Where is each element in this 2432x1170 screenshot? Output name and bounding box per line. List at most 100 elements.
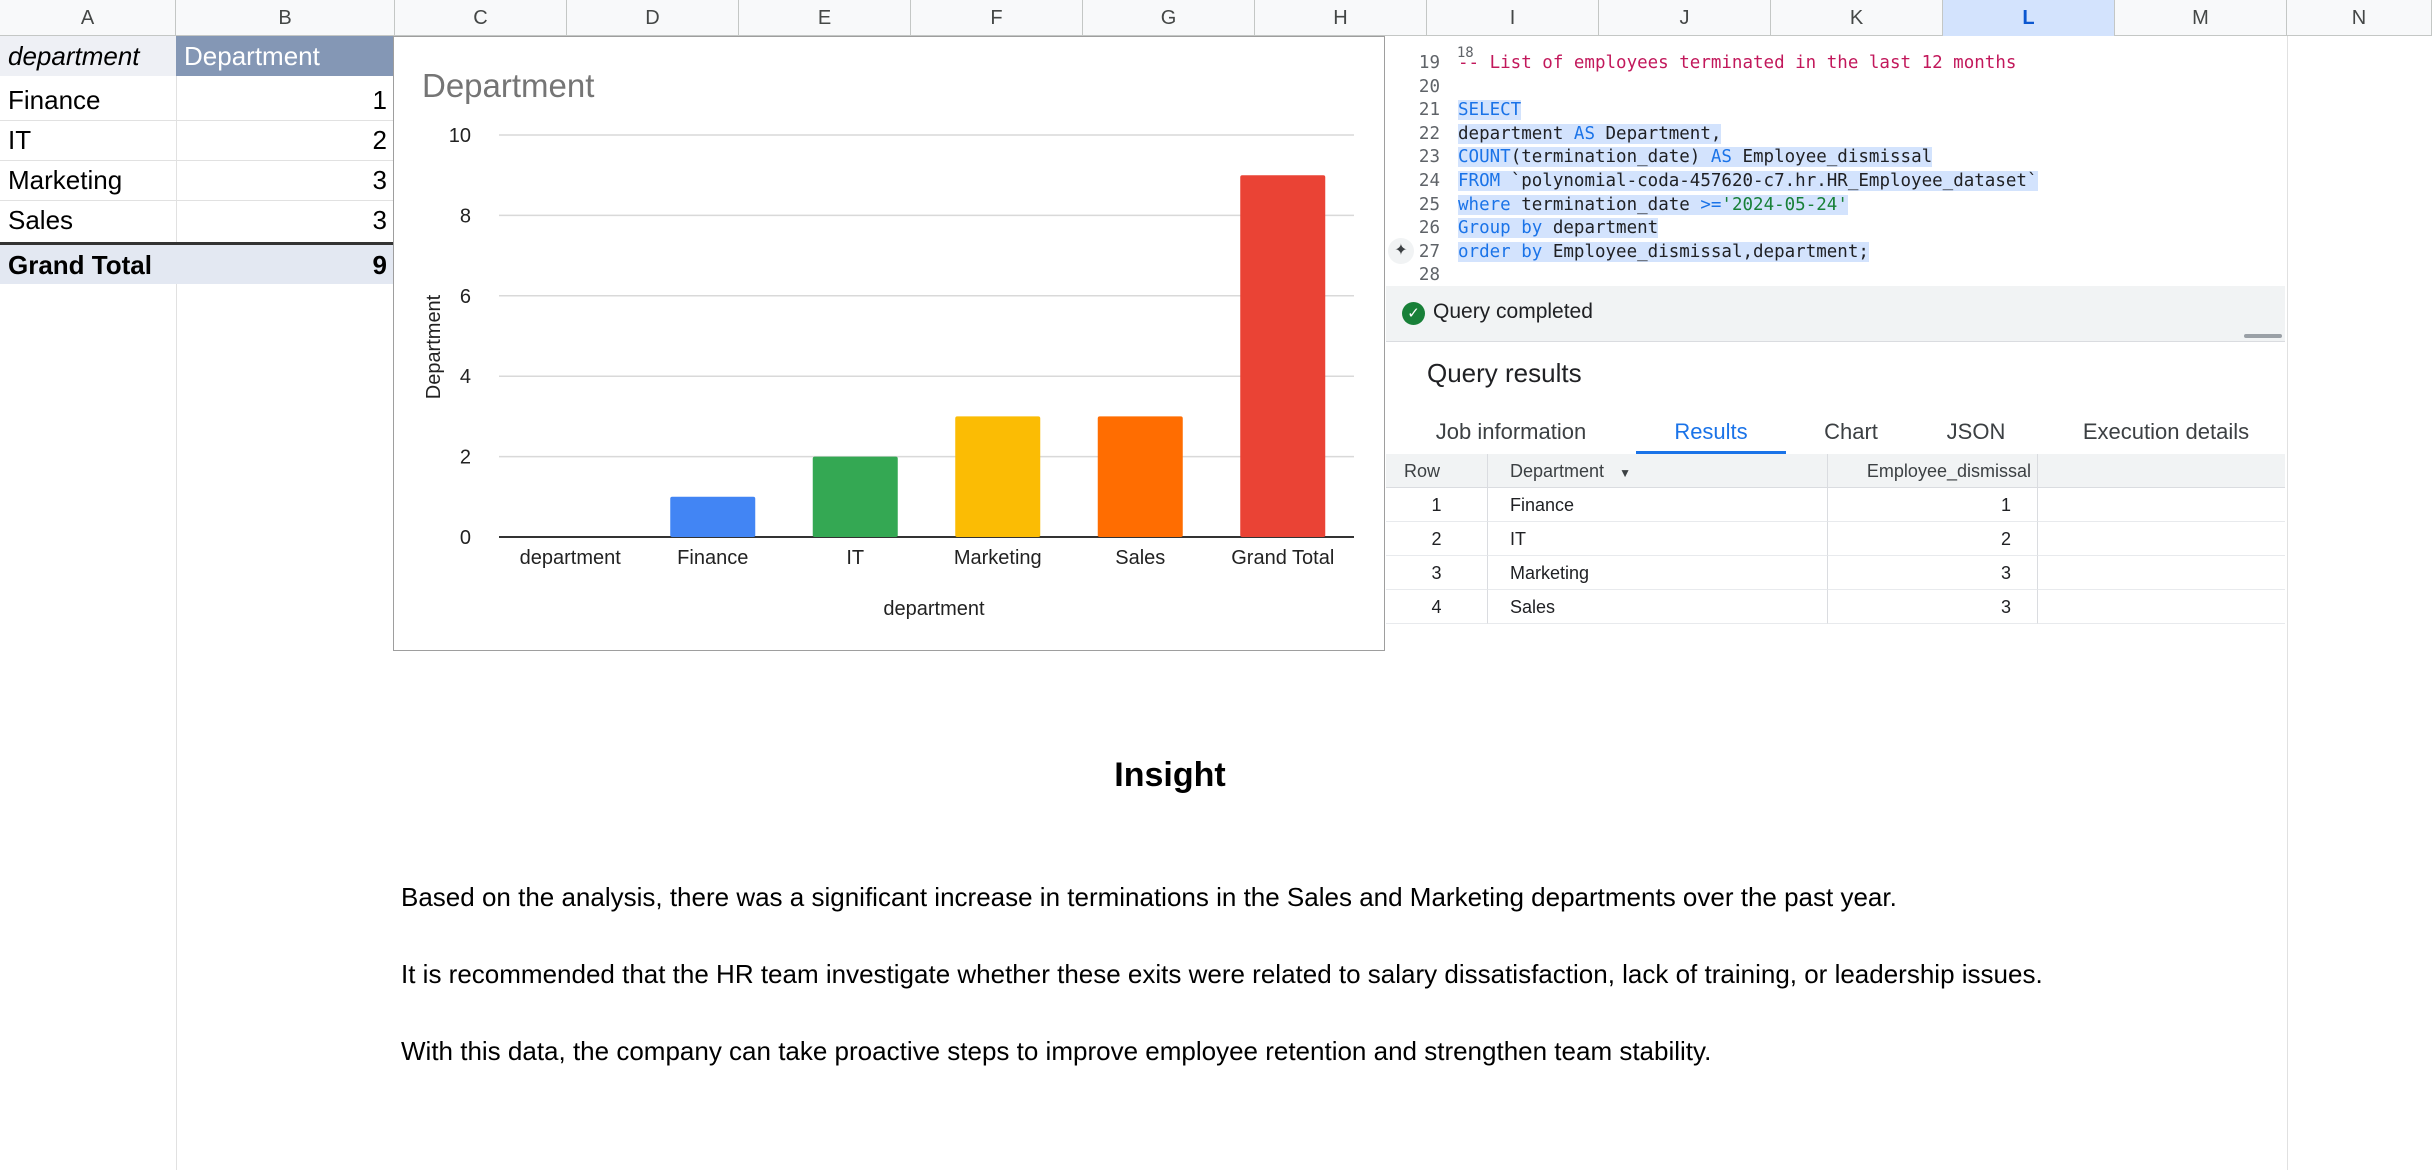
results-cell-dismissal[interactable]: 3 xyxy=(1828,590,2038,624)
tab-results[interactable]: Results xyxy=(1636,410,1786,454)
chart-bar[interactable] xyxy=(670,496,756,537)
editor-line[interactable]: 19 -- List of employees terminated in the… xyxy=(1386,52,2016,76)
row-separator xyxy=(0,200,395,201)
chart-bar[interactable] xyxy=(812,456,898,537)
results-cell-row[interactable]: 3 xyxy=(1386,556,1488,590)
pivot-row-value[interactable]: 2 xyxy=(372,125,387,155)
column-header-f[interactable]: F xyxy=(911,0,1083,36)
editor-line[interactable]: 24 FROM `polynomial-coda-457620-c7.hr.HR_… xyxy=(1386,170,2038,194)
chart-y-tick-label: 6 xyxy=(460,286,471,308)
results-cell-department[interactable]: Finance xyxy=(1488,488,1828,522)
chart-title: Department xyxy=(422,67,594,104)
line-number: 25 xyxy=(1418,194,1440,215)
results-cell-department[interactable]: Sales xyxy=(1488,590,1828,624)
line-number: 22 xyxy=(1418,123,1440,144)
results-cell-department[interactable]: IT xyxy=(1488,522,1828,556)
chart-y-tick-label: 0 xyxy=(460,527,471,549)
results-cell-department[interactable]: Marketing xyxy=(1488,556,1828,590)
pivot-row-value[interactable]: 3 xyxy=(372,165,387,195)
column-header-n[interactable]: N xyxy=(2287,0,2432,36)
column-header-m[interactable]: M xyxy=(2115,0,2287,36)
grid-line xyxy=(2287,36,2288,1170)
ai-assist-icon[interactable]: ✦ xyxy=(1388,238,1414,264)
line-number: 27 xyxy=(1418,241,1440,262)
line-number: 26 xyxy=(1418,218,1440,239)
department-chart[interactable]: Department Department department 0 2 4 6 8 10… xyxy=(393,36,1385,651)
line-number: 24 xyxy=(1418,171,1440,191)
editor-line[interactable]: 28 xyxy=(1386,264,1458,288)
results-cell-dismissal[interactable]: 1 xyxy=(1828,488,2038,522)
chart-y-tick-label: 2 xyxy=(460,447,471,469)
code-token: where xyxy=(1458,194,1511,215)
chart-y-tick-label: 4 xyxy=(460,366,471,388)
results-header-row[interactable]: Row xyxy=(1386,454,1488,488)
pivot-grand-total-label[interactable]: Grand Total xyxy=(0,242,176,284)
chart-x-tick-label: IT xyxy=(846,547,864,569)
editor-line[interactable]: 25 where termination_date >='2024-05-24' xyxy=(1386,194,1848,218)
column-header-e[interactable]: E xyxy=(739,0,911,36)
chart-svg: Department Department department 0 2 4 6 8 10… xyxy=(422,67,1354,620)
results-header-department[interactable]: Department ▼ xyxy=(1488,454,1828,488)
results-cell-filler xyxy=(2038,556,2285,590)
pivot-row-label[interactable]: IT xyxy=(8,125,32,155)
code-token: Group by xyxy=(1458,218,1543,239)
pivot-row-label[interactable]: Sales xyxy=(8,205,74,235)
column-header-g[interactable]: G xyxy=(1083,0,1255,36)
pivot-row-label[interactable]: Finance xyxy=(8,85,101,115)
tab-json[interactable]: JSON xyxy=(1946,419,2006,444)
results-cell-dismissal[interactable]: 2 xyxy=(1828,522,2038,556)
editor-line[interactable]: 21 SELECT xyxy=(1386,99,1522,123)
chart-y-tick-label: 8 xyxy=(460,205,471,227)
query-status-text: Query completed xyxy=(1433,300,1593,323)
editor-line[interactable]: 26 Group by department xyxy=(1386,217,1659,241)
pivot-grand-total-value[interactable]: 9 xyxy=(176,242,395,284)
chart-x-tick-label: Marketing xyxy=(954,547,1042,569)
column-header-i[interactable]: I xyxy=(1427,0,1599,36)
code-token: AS xyxy=(1710,147,1732,168)
editor-line[interactable]: 23 COUNT(termination_date) AS Employee_di… xyxy=(1386,146,1933,170)
chart-bar[interactable] xyxy=(955,416,1041,537)
query-status-bar: ✓ Query completed xyxy=(1386,286,2285,342)
results-cell-dismissal[interactable]: 3 xyxy=(1828,556,2038,590)
tab-execution-details[interactable]: Execution details xyxy=(2082,419,2250,444)
query-results-title: Query results xyxy=(1427,358,1582,388)
chart-y-axis-label: Department xyxy=(423,294,445,399)
code-token: department xyxy=(1542,218,1659,239)
column-header-h[interactable]: H xyxy=(1255,0,1427,36)
chart-bar[interactable] xyxy=(1097,416,1183,537)
chart-y-tick-label: 10 xyxy=(449,125,471,147)
chart-x-tick-label: department xyxy=(520,547,622,569)
column-header-k[interactable]: K xyxy=(1771,0,1943,36)
pivot-header-rows[interactable]: department xyxy=(0,36,176,76)
resize-handle[interactable] xyxy=(2244,334,2282,338)
line-number: 18 xyxy=(1456,45,1474,61)
code-token: FROM xyxy=(1458,171,1501,191)
results-cell-row[interactable]: 4 xyxy=(1386,590,1488,624)
results-cell-row[interactable]: 2 xyxy=(1386,522,1488,556)
column-header-bar: A B C D E F G H I J K L M N xyxy=(0,0,2432,36)
pivot-header-values[interactable]: Department xyxy=(176,36,395,76)
results-header-dismissal[interactable]: Employee_dismissal xyxy=(1828,454,2038,488)
editor-line[interactable]: 20 xyxy=(1386,76,1458,100)
tab-chart[interactable]: Chart xyxy=(1824,419,1878,444)
results-cell-filler xyxy=(2038,488,2285,522)
column-header-l[interactable]: L xyxy=(1943,0,2115,36)
results-cell-row[interactable]: 1 xyxy=(1386,488,1488,522)
column-header-j[interactable]: J xyxy=(1599,0,1771,36)
pivot-row-value[interactable]: 3 xyxy=(372,205,387,235)
column-header-c[interactable]: C xyxy=(395,0,567,36)
editor-line[interactable]: 27 order by Employee_dismissal,department… xyxy=(1386,241,1869,265)
insight-paragraph: Based on the analysis, there was a signi… xyxy=(401,882,1897,912)
chart-bar[interactable] xyxy=(1240,175,1326,537)
column-header-d[interactable]: D xyxy=(567,0,739,36)
code-token: `polynomial-coda-457620-c7.hr.HR_Employe… xyxy=(1500,171,2038,191)
sort-arrow-icon[interactable]: ▼ xyxy=(1619,466,1631,480)
editor-line[interactable]: 22 department AS Department, xyxy=(1386,123,1722,147)
chart-x-tick-label: Grand Total xyxy=(1231,547,1334,569)
tab-job-information[interactable]: Job information xyxy=(1435,419,1587,444)
pivot-row-label[interactable]: Marketing xyxy=(8,165,123,195)
column-header-a[interactable]: A xyxy=(0,0,176,36)
pivot-row-value[interactable]: 1 xyxy=(372,85,387,115)
column-header-b[interactable]: B xyxy=(176,0,395,36)
line-number: 19 xyxy=(1418,53,1440,73)
